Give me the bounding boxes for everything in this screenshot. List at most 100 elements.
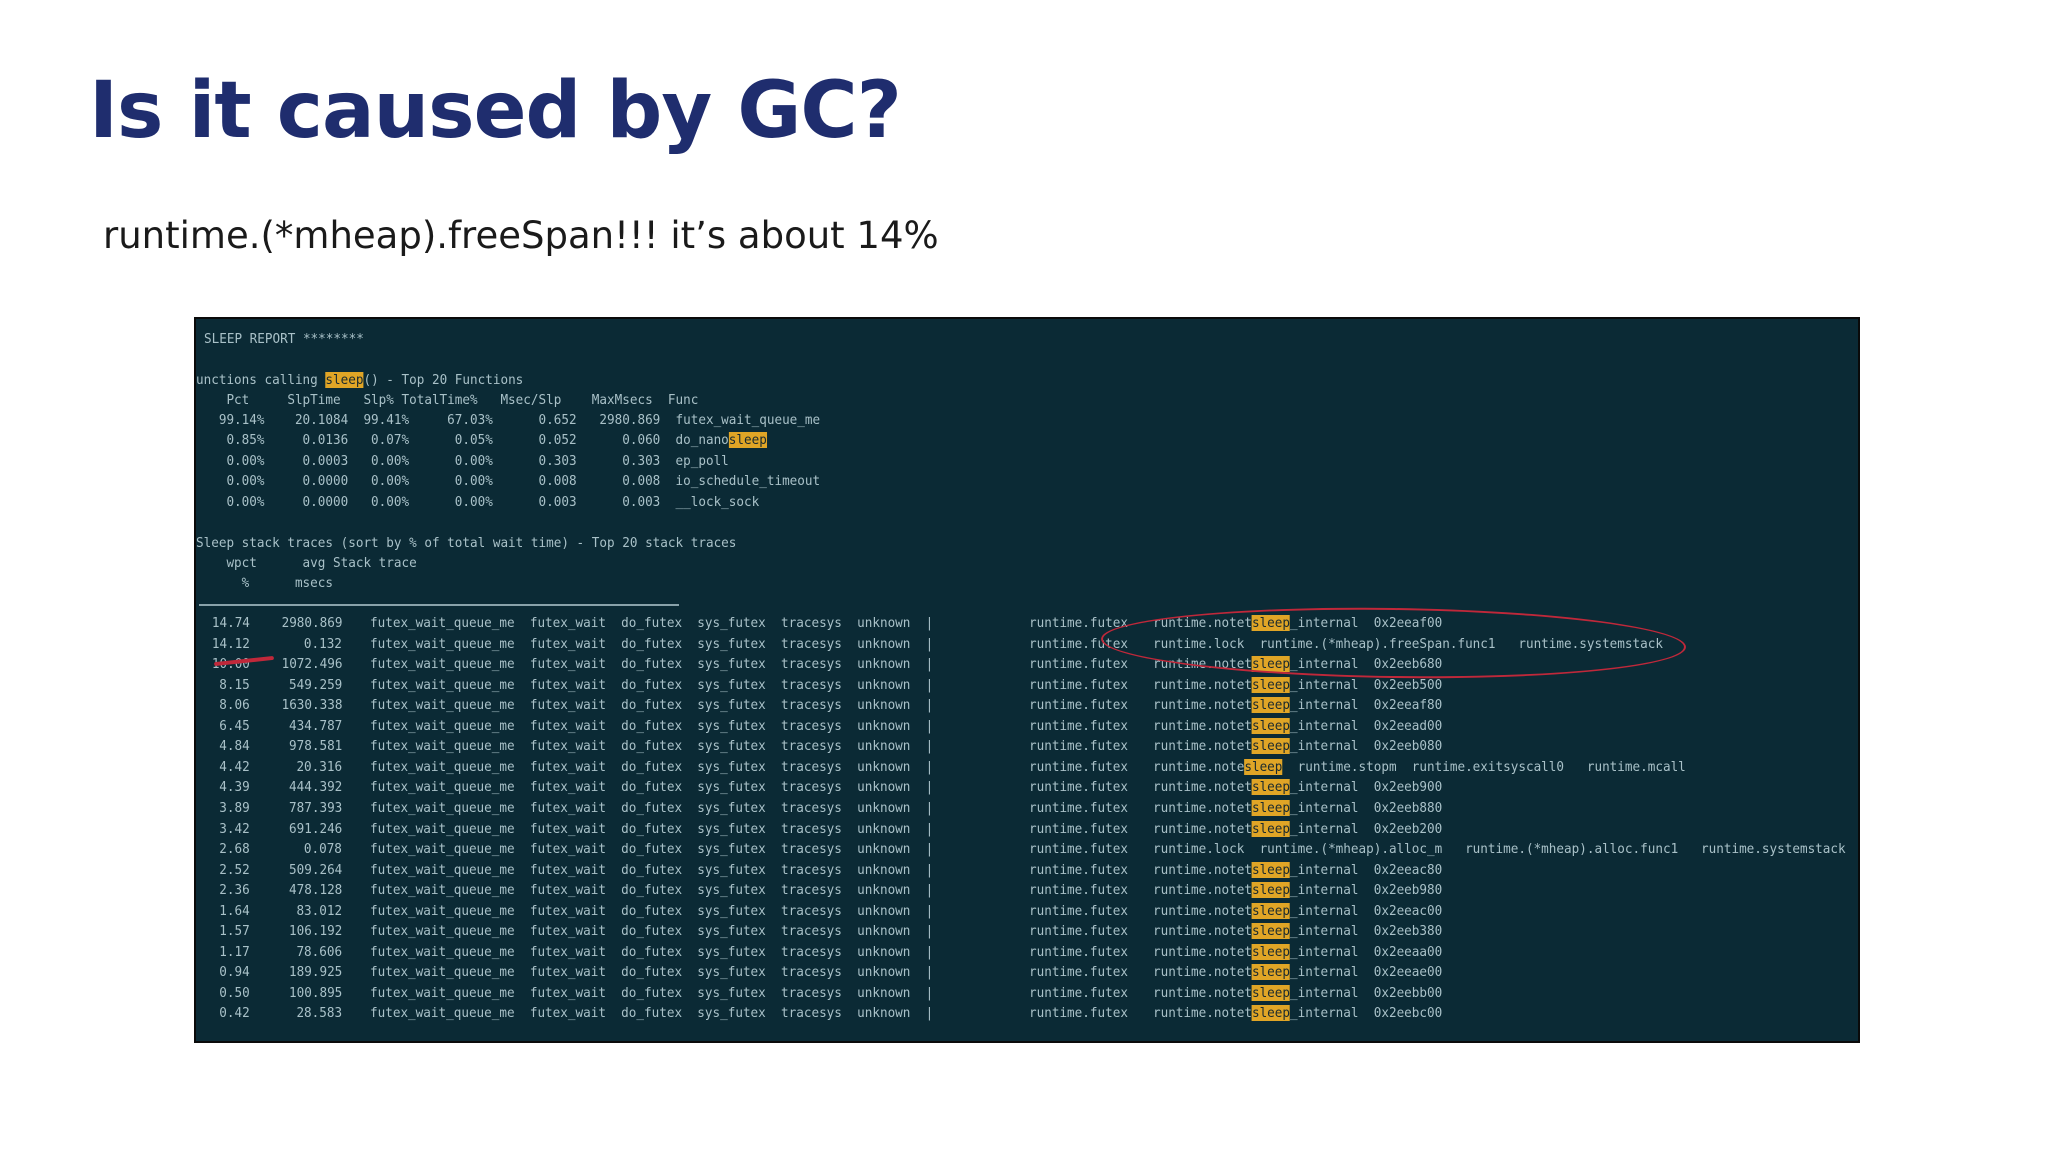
stack-row-avg: 83.012 — [296, 902, 342, 919]
stack-row-highlight: sleep — [1251, 902, 1291, 919]
stack-row-fn2: runtime.notesleep runtime.stopm runtime.… — [1153, 757, 1686, 777]
function-row: 0.85% 0.0136 0.07% 0.05% 0.052 0.060 do_… — [196, 430, 767, 450]
stack-row-pct: 3.89 — [219, 799, 250, 816]
stack-row-pct: 8.06 — [219, 697, 250, 714]
stack-row-avg: 444.392 — [288, 779, 342, 796]
stack-row-frames: futex_wait_queue_me futex_wait do_futex … — [370, 717, 934, 734]
stack-row-avg: 509.264 — [288, 861, 342, 878]
stack-columns-1: wpct avg Stack trace — [196, 555, 417, 571]
stack-row-fn2: runtime.notetsleep_internal 0x2eeb380 — [1153, 921, 1442, 941]
stack-row-highlight: sleep — [1251, 820, 1291, 837]
stack-row-avg: 189.925 — [288, 964, 342, 981]
stack-row-pct: 4.42 — [219, 758, 250, 775]
stack-row-highlight: sleep — [1251, 943, 1291, 960]
stack-row-fn1: runtime.futex — [1029, 697, 1128, 714]
stack-row-fn1: runtime.futex — [1029, 964, 1128, 981]
stack-row-avg: 549.259 — [288, 676, 342, 693]
stack-row-pct: 2.52 — [219, 861, 250, 878]
stack-row-fn2-text: runtime.notet — [1153, 984, 1252, 1001]
stack-row-frames: futex_wait_queue_me futex_wait do_futex … — [370, 923, 934, 940]
stack-row-fn2-text: runtime.notet — [1153, 799, 1252, 816]
stack-heading: Sleep stack traces (sort by % of total w… — [196, 535, 737, 551]
stack-row-tail: _internal 0x2eeb080 — [1290, 738, 1443, 755]
function-row: 0.00% 0.0000 0.00% 0.00% 0.008 0.008 io_… — [196, 471, 820, 491]
stack-row-tail: _internal 0x2eebc00 — [1290, 1005, 1443, 1022]
function-row-text: 99.14% 20.1084 99.41% 67.03% 0.652 2980.… — [196, 412, 821, 428]
function-row-text: 0.00% 0.0000 0.00% 0.00% 0.003 0.003 __l… — [196, 493, 760, 510]
stack-row-highlight: sleep — [1251, 964, 1291, 981]
stack-row-fn2-text: runtime.notet — [1153, 697, 1252, 714]
stack-row-fn2: runtime.notetsleep_internal 0x2eeb900 — [1153, 777, 1442, 797]
stack-row-fn1: runtime.futex — [1029, 656, 1128, 673]
stack-row-fn2-text: runtime.notet — [1153, 779, 1252, 796]
stack-row-highlight: sleep — [1244, 758, 1283, 775]
stack-row-tail: _internal 0x2eeac80 — [1290, 861, 1443, 878]
stack-row-avg: 1072.496 — [281, 656, 342, 673]
stack-row-highlight: sleep — [1251, 697, 1291, 714]
stack-row-fn2-text: runtime.notet — [1153, 615, 1252, 631]
stack-row-fn2: runtime.notetsleep_internal 0x2eebc00 — [1153, 1003, 1442, 1023]
separator-line — [199, 604, 679, 606]
stack-row-frames: futex_wait_queue_me futex_wait do_futex … — [370, 861, 934, 878]
stack-row-tail: _internal 0x2eeae00 — [1290, 964, 1443, 981]
stack-row-frames: futex_wait_queue_me futex_wait do_futex … — [370, 656, 934, 673]
stack-row-fn2: runtime.notetsleep_internal 0x2eead00 — [1153, 716, 1442, 736]
stack-row-fn1: runtime.futex — [1029, 799, 1128, 816]
stack-row-frames: futex_wait_queue_me futex_wait do_futex … — [370, 1005, 934, 1022]
stack-row-pct: 4.84 — [219, 738, 250, 755]
stack-row-highlight: sleep — [1251, 738, 1291, 755]
terminal-screenshot: SLEEP REPORT ******** unctions calling s… — [194, 317, 1860, 1043]
function-row-text: 0.00% 0.0003 0.00% 0.00% 0.303 0.303 ep_… — [196, 452, 729, 469]
stack-row-frames: futex_wait_queue_me futex_wait do_futex … — [370, 820, 934, 837]
stack-row-highlight: sleep — [1251, 779, 1291, 796]
stack-row-highlight: sleep — [1251, 984, 1291, 1001]
stack-row-tail: runtime.(*mheap).alloc_m runtime.(*mheap… — [1244, 841, 1846, 858]
stack-row-pct: 14.74 — [211, 615, 250, 631]
functions-heading-pre: unctions calling — [196, 372, 326, 388]
stack-row-pct: 2.68 — [219, 841, 250, 858]
stack-row-tail: _internal 0x2eeb680 — [1290, 656, 1443, 673]
stack-row-fn1: runtime.futex — [1029, 923, 1128, 940]
stack-row-avg: 434.787 — [288, 717, 342, 734]
stack-row-fn1: runtime.futex — [1029, 779, 1128, 796]
stack-row-frames: futex_wait_queue_me futex_wait do_futex … — [370, 738, 934, 755]
stack-row-frames: futex_wait_queue_me futex_wait do_futex … — [370, 635, 934, 652]
stack-row-fn2: runtime.notetsleep_internal 0x2eeae00 — [1153, 962, 1442, 982]
stack-row-fn1: runtime.futex — [1029, 635, 1128, 652]
functions-columns: Pct SlpTime Slp% TotalTime% Msec/Slp Max… — [196, 392, 699, 408]
stack-row-frames: futex_wait_queue_me futex_wait do_futex … — [370, 758, 934, 775]
stack-row-fn2: runtime.notetsleep_internal 0x2eeb200 — [1153, 819, 1442, 839]
stack-row-avg: 1630.338 — [281, 697, 342, 714]
function-row-highlight: sleep — [728, 432, 767, 449]
stack-row-pct: 0.42 — [219, 1005, 250, 1022]
stack-row-tail: _internal 0x2eeac00 — [1290, 902, 1443, 919]
stack-row-avg: 20.316 — [296, 758, 342, 775]
stack-row-fn2-text: runtime.note — [1153, 758, 1245, 775]
stack-row-fn2-text: runtime.notet — [1153, 820, 1252, 837]
stack-row-pct: 2.36 — [219, 882, 250, 899]
stack-row-pct: 14.12 — [211, 635, 250, 652]
stack-row-fn2: runtime.notetsleep_internal 0x2eebb00 — [1153, 983, 1442, 1003]
stack-row-frames: futex_wait_queue_me futex_wait do_futex … — [370, 841, 934, 858]
stack-row-pct: 0.94 — [219, 964, 250, 981]
stack-row-highlight: sleep — [1251, 861, 1291, 878]
stack-row-tail: _internal 0x2eeb880 — [1290, 799, 1443, 816]
stack-row-avg: 0.078 — [303, 841, 342, 858]
stack-row-pct: 1.57 — [219, 923, 250, 940]
stack-row-fn1: runtime.futex — [1029, 902, 1128, 919]
stack-row-avg: 0.132 — [303, 635, 342, 652]
stack-row-tail: runtime.stopm runtime.exitsyscall0 runti… — [1282, 758, 1686, 775]
stack-row-tail: _internal 0x2eebb00 — [1290, 984, 1443, 1001]
stack-row-pct: 3.42 — [219, 820, 250, 837]
stack-row-fn1: runtime.futex — [1029, 882, 1128, 899]
stack-row-frames: futex_wait_queue_me futex_wait do_futex … — [370, 882, 934, 899]
stack-row-avg: 978.581 — [288, 738, 342, 755]
stack-row-fn2: runtime.notetsleep_internal 0x2eeaa00 — [1153, 942, 1442, 962]
stack-row-fn1: runtime.futex — [1029, 943, 1128, 960]
stack-row-tail: _internal 0x2eeaf00 — [1290, 615, 1443, 631]
stack-row-tail: _internal 0x2eeb900 — [1290, 779, 1443, 796]
stack-row-pct: 1.64 — [219, 902, 250, 919]
stack-row-fn2-text: runtime.notet — [1153, 1005, 1252, 1022]
stack-row-tail: _internal 0x2eeaa00 — [1290, 943, 1443, 960]
stack-row-fn2-text: runtime.notet — [1153, 717, 1252, 734]
